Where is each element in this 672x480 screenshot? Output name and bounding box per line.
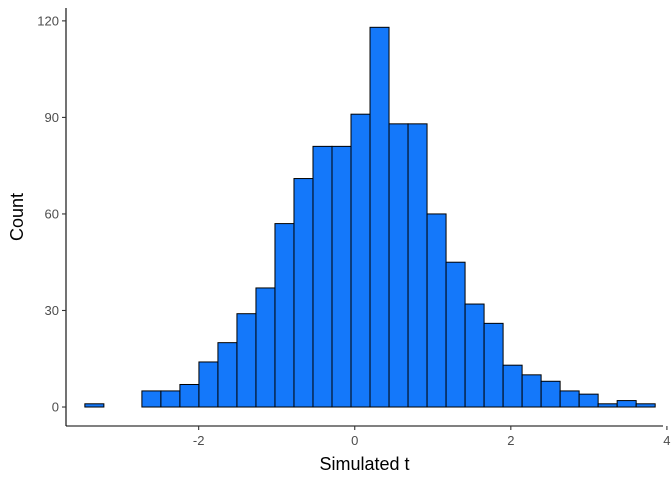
histogram-bar xyxy=(521,374,542,408)
x-axis-ticks: -2 0 2 4 xyxy=(193,426,671,448)
histogram-bar xyxy=(407,123,428,408)
histogram-bar xyxy=(616,400,637,408)
histogram-bar xyxy=(426,213,447,408)
y-axis-ticks: 0 30 60 90 120 xyxy=(37,13,66,415)
histogram-bar xyxy=(559,390,580,408)
histogram-bar xyxy=(84,403,105,408)
histogram-bar xyxy=(179,383,200,408)
histogram-bar xyxy=(464,303,485,408)
histogram-bar xyxy=(160,390,181,408)
y-tick-label: 30 xyxy=(45,303,59,318)
y-axis-title: Count xyxy=(7,193,27,241)
x-tick-label: -2 xyxy=(193,433,205,448)
histogram-bar xyxy=(540,380,561,408)
histogram-bar xyxy=(217,342,238,408)
histogram-bar xyxy=(312,145,333,408)
histogram-bar xyxy=(635,403,656,408)
y-tick-label: 60 xyxy=(45,206,59,221)
histogram-bar xyxy=(274,223,295,408)
histogram-bar xyxy=(597,403,618,408)
y-tick-label: 0 xyxy=(52,400,59,415)
bars-group xyxy=(84,26,656,408)
histogram-bar xyxy=(141,390,162,408)
x-tick-label: 4 xyxy=(663,433,670,448)
histogram-bar xyxy=(483,322,504,408)
histogram-bar xyxy=(445,261,466,408)
x-tick-label: 0 xyxy=(351,433,358,448)
histogram-bar xyxy=(331,145,352,408)
histogram-bar xyxy=(350,113,371,408)
histogram-bar xyxy=(236,313,257,408)
histogram-bar xyxy=(255,287,276,408)
histogram-bar xyxy=(198,361,219,408)
y-tick-label: 120 xyxy=(37,13,59,28)
histogram-bar xyxy=(578,393,599,408)
y-tick-label: 90 xyxy=(45,110,59,125)
x-tick-label: 2 xyxy=(507,433,514,448)
histogram-bar xyxy=(502,364,523,408)
x-axis-title: Simulated t xyxy=(319,454,409,474)
histogram-bar xyxy=(293,178,314,408)
histogram-bar xyxy=(369,26,390,408)
histogram-bar xyxy=(388,123,409,408)
